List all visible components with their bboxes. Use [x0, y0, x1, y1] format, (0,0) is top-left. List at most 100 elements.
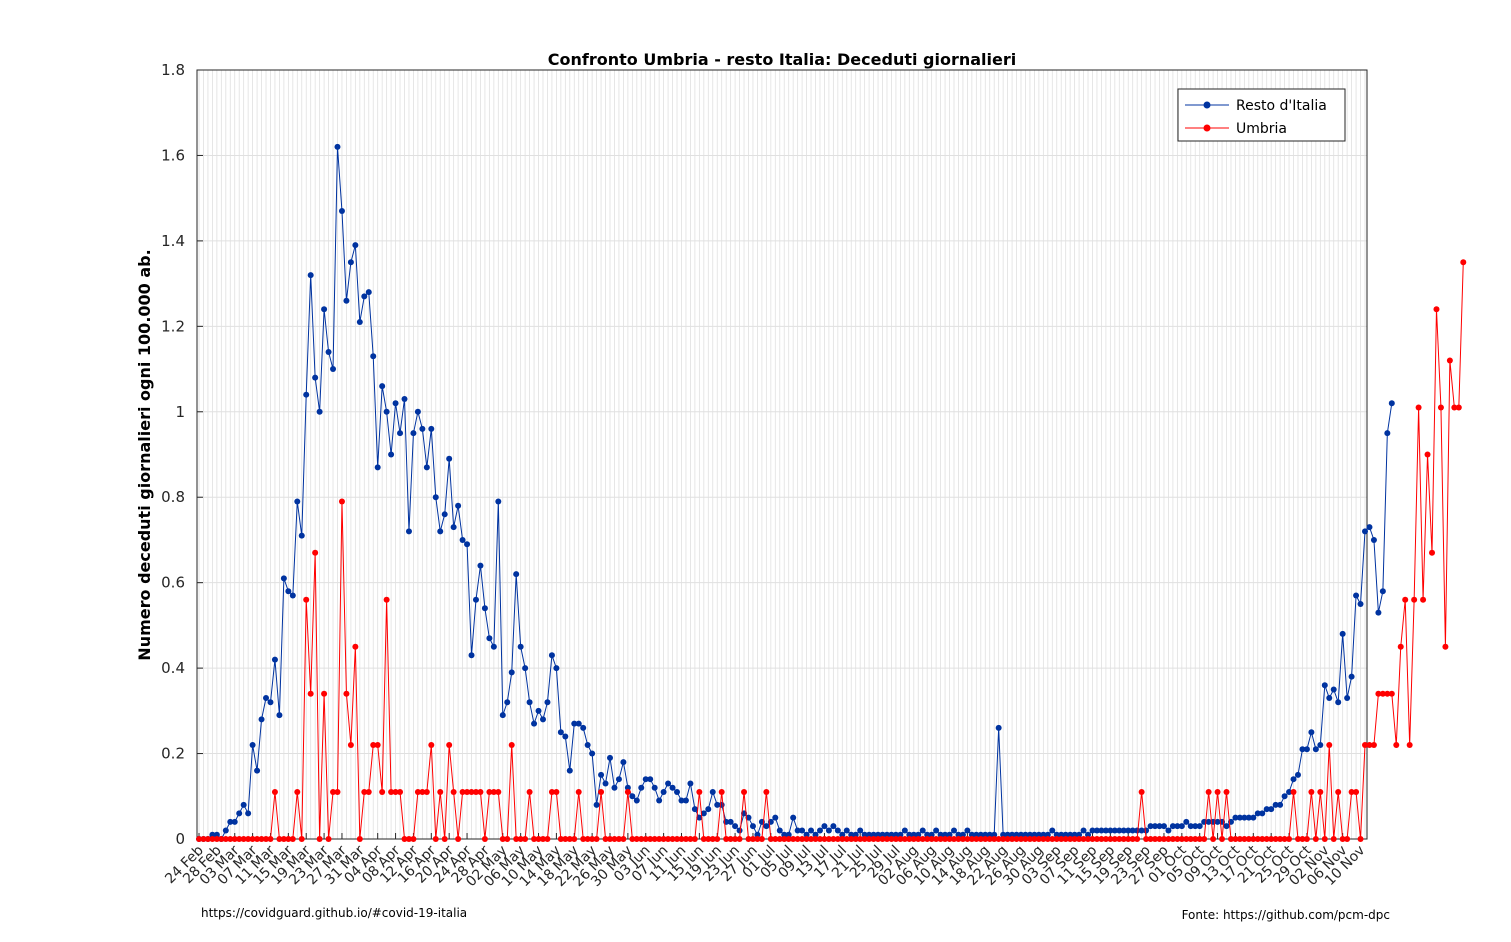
data-point: [678, 797, 685, 804]
data-point: [213, 831, 220, 838]
data-point: [915, 831, 922, 838]
data-point: [356, 319, 363, 326]
data-point: [1312, 746, 1319, 753]
data-point: [508, 669, 515, 676]
data-point: [615, 776, 622, 783]
data-point: [374, 742, 381, 749]
data-point: [548, 652, 555, 659]
data-point: [1455, 404, 1462, 411]
data-point: [629, 836, 636, 842]
data-point: [1330, 686, 1337, 693]
data-point: [1031, 831, 1038, 838]
data-point: [495, 789, 502, 796]
data-point: [428, 742, 435, 749]
data-point: [1098, 836, 1105, 842]
data-point: [1353, 789, 1360, 796]
data-point: [1049, 836, 1056, 842]
data-point: [843, 827, 850, 834]
data-point: [495, 498, 502, 505]
data-point: [414, 408, 421, 415]
data-point: [1116, 836, 1123, 842]
data-point: [1317, 789, 1324, 796]
data-point: [227, 836, 234, 842]
data-point: [1040, 836, 1047, 842]
legend-marker-resto: [1203, 101, 1211, 109]
data-point: [312, 374, 319, 381]
data-point: [754, 831, 761, 838]
data-point: [1089, 827, 1096, 834]
data-point: [1362, 528, 1368, 535]
data-point: [1245, 836, 1252, 842]
data-point: [1053, 831, 1060, 838]
data-point: [477, 789, 484, 796]
footer-source-link[interactable]: https://covidguard.github.io/#covid-19-i…: [201, 906, 468, 920]
data-point: [450, 789, 457, 796]
data-point: [1067, 831, 1074, 838]
data-point: [977, 836, 984, 842]
data-point: [562, 836, 569, 842]
data-point: [834, 827, 841, 834]
data-point: [1263, 836, 1270, 842]
data-point: [1303, 746, 1310, 753]
data-point: [1335, 699, 1342, 706]
data-point: [374, 464, 381, 471]
data-point: [330, 789, 337, 796]
data-point: [892, 836, 899, 842]
data-point: [352, 643, 359, 650]
series-umbria: [196, 259, 1467, 842]
data-point: [209, 836, 216, 842]
series-layer: [196, 143, 1467, 842]
data-point: [1259, 810, 1266, 817]
data-point: [343, 690, 350, 697]
data-point: [271, 789, 278, 796]
data-point: [1272, 801, 1279, 808]
data-point: [1174, 823, 1181, 830]
data-point: [727, 818, 734, 825]
data-point: [906, 831, 913, 838]
data-point: [812, 836, 819, 842]
data-point: [848, 831, 855, 838]
data-point: [1294, 836, 1301, 842]
data-point: [1370, 536, 1377, 543]
y-tick-label: 1.4: [161, 232, 185, 250]
data-point: [955, 831, 962, 838]
data-point: [526, 789, 533, 796]
data-point: [611, 836, 618, 842]
data-point: [1129, 827, 1136, 834]
data-point: [1152, 823, 1159, 830]
data-point: [1138, 789, 1145, 796]
data-point: [254, 836, 261, 842]
data-point: [821, 836, 828, 842]
data-point: [986, 831, 993, 838]
legend-label-umbria: Umbria: [1236, 121, 1287, 137]
data-point: [1000, 831, 1007, 838]
data-point: [316, 836, 323, 842]
data-point: [691, 836, 698, 842]
data-point: [405, 528, 412, 535]
data-point: [656, 836, 663, 842]
data-point: [1379, 690, 1386, 697]
data-point: [825, 827, 832, 834]
data-point: [1080, 827, 1087, 834]
data-point: [1143, 827, 1150, 834]
data-point: [307, 690, 314, 697]
data-point: [1205, 818, 1212, 825]
data-point: [857, 827, 864, 834]
data-point: [548, 789, 555, 796]
data-point: [388, 451, 395, 458]
data-point: [968, 831, 975, 838]
data-point: [240, 801, 247, 808]
data-point: [1241, 814, 1248, 821]
data-point: [312, 549, 319, 556]
data-point: [1134, 836, 1141, 842]
data-point: [557, 729, 564, 736]
data-point: [410, 836, 417, 842]
data-point: [477, 562, 484, 569]
data-point: [888, 831, 895, 838]
data-point: [1232, 814, 1239, 821]
data-point: [741, 789, 748, 796]
data-point: [227, 818, 234, 825]
data-point: [580, 836, 587, 842]
data-point: [254, 767, 261, 774]
data-point: [647, 836, 654, 842]
